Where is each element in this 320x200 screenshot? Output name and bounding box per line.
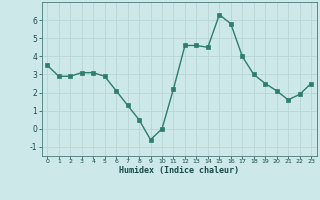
X-axis label: Humidex (Indice chaleur): Humidex (Indice chaleur)	[119, 166, 239, 175]
